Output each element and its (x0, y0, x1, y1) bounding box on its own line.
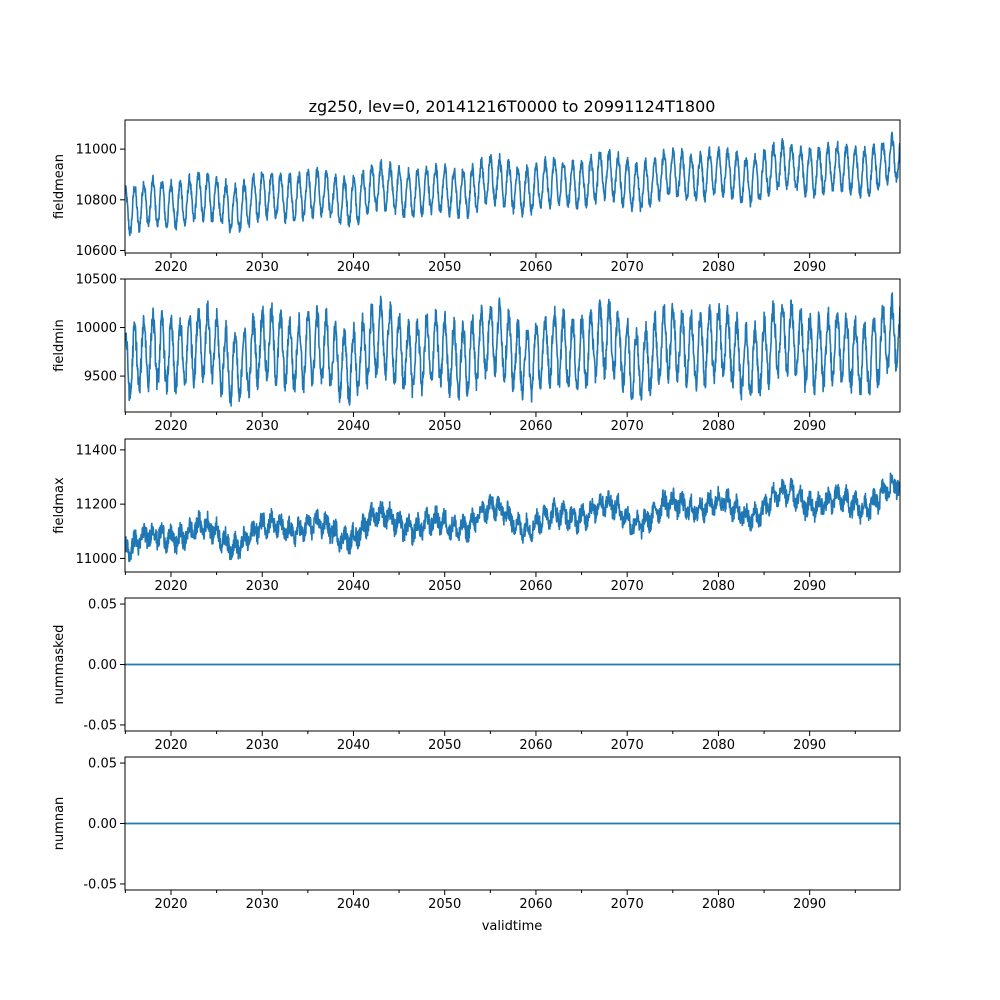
x-tick-label: 2040 (337, 738, 370, 753)
y-tick-label: 9500 (84, 370, 117, 385)
y-tick-label: 10500 (76, 273, 117, 288)
y-tick-label: 10800 (76, 193, 117, 208)
x-tick-label: 2090 (793, 897, 826, 912)
x-tick-label: 2020 (154, 897, 187, 912)
y-tick-label: 11000 (76, 552, 117, 567)
x-tick-label: 2050 (428, 419, 461, 434)
series-line-fieldmean (125, 131, 900, 237)
y-tick-label: 11400 (76, 443, 117, 458)
y-tick-label: 11000 (76, 143, 117, 158)
panel-fieldmax: 2020 2030 2040 2050 2060 2070 2080 2090 11000 112… (52, 438, 901, 594)
y-tick-label: 0.05 (88, 757, 117, 772)
x-tick-label: 2040 (337, 419, 370, 434)
x-tick-label: 2080 (702, 897, 735, 912)
panels: 2020 2030 2040 2050 2060 2070 2080 2090 10600 108… (52, 119, 901, 912)
x-tick-label: 2060 (519, 579, 552, 594)
x-tick-label: 2020 (154, 419, 187, 434)
x-tick-label: 2040 (337, 579, 370, 594)
x-tick-label: 2090 (793, 738, 826, 753)
y-axis-label: nummasked (52, 625, 67, 705)
x-tick-label: 2040 (337, 260, 370, 275)
y-tick-label: 10000 (76, 321, 117, 336)
panel-fieldmean: 2020 2030 2040 2050 2060 2070 2080 2090 10600 108… (52, 119, 901, 275)
y-tick-label: 10600 (76, 244, 117, 259)
x-tick-label: 2040 (337, 897, 370, 912)
x-tick-label: 2020 (154, 260, 187, 275)
x-tick-label: 2020 (154, 579, 187, 594)
x-tick-label: 2050 (428, 738, 461, 753)
x-tick-label: 2070 (611, 260, 644, 275)
panel-numnan: 2020 2030 2040 2050 2060 2070 2080 2090 -0.05 0.0… (52, 756, 901, 912)
x-tick-label: 2090 (793, 579, 826, 594)
axes-frame (124, 278, 901, 413)
x-axis-label: validtime (482, 919, 543, 934)
x-tick-label: 2030 (246, 738, 279, 753)
y-tick-label: 0.00 (88, 658, 117, 673)
x-tick-label: 2070 (611, 897, 644, 912)
x-tick-label: 2050 (428, 260, 461, 275)
axes-frame (124, 119, 901, 254)
y-axis-label: fieldmax (52, 477, 67, 534)
x-tick-label: 2090 (793, 419, 826, 434)
y-tick-label: 0.00 (88, 817, 117, 832)
y-tick-label: -0.05 (83, 877, 117, 892)
y-axis-label: fieldmean (52, 154, 67, 219)
axes-frame (124, 438, 901, 573)
x-tick-label: 2080 (702, 419, 735, 434)
y-tick-label: 11200 (76, 498, 117, 513)
x-tick-label: 2060 (519, 260, 552, 275)
panel-nummasked: 2020 2030 2040 2050 2060 2070 2080 2090 -0.05 0.0… (52, 597, 901, 753)
x-tick-label: 2080 (702, 260, 735, 275)
x-tick-label: 2060 (519, 419, 552, 434)
x-tick-label: 2080 (702, 579, 735, 594)
y-axis-label: fieldmin (52, 319, 67, 372)
series-line-fieldmin (125, 292, 900, 407)
series-line-fieldmax (125, 472, 900, 563)
x-tick-label: 2070 (611, 579, 644, 594)
y-tick-label: -0.05 (83, 718, 117, 733)
x-tick-label: 2060 (519, 738, 552, 753)
x-tick-label: 2030 (246, 419, 279, 434)
x-tick-label: 2030 (246, 260, 279, 275)
y-tick-label: 0.05 (88, 598, 117, 613)
x-tick-label: 2090 (793, 260, 826, 275)
x-tick-label: 2030 (246, 897, 279, 912)
x-tick-label: 2020 (154, 738, 187, 753)
x-tick-label: 2070 (611, 419, 644, 434)
x-tick-label: 2060 (519, 897, 552, 912)
panel-fieldmin: 2020 2030 2040 2050 2060 2070 2080 2090 9500 1000… (52, 273, 901, 434)
figure-title: zg250, lev=0, 20141216T0000 to 20991124T… (309, 97, 716, 116)
x-tick-label: 2070 (611, 738, 644, 753)
x-tick-label: 2030 (246, 579, 279, 594)
x-tick-label: 2050 (428, 579, 461, 594)
y-axis-label: numnan (52, 797, 67, 851)
x-tick-label: 2050 (428, 897, 461, 912)
x-tick-label: 2080 (702, 738, 735, 753)
